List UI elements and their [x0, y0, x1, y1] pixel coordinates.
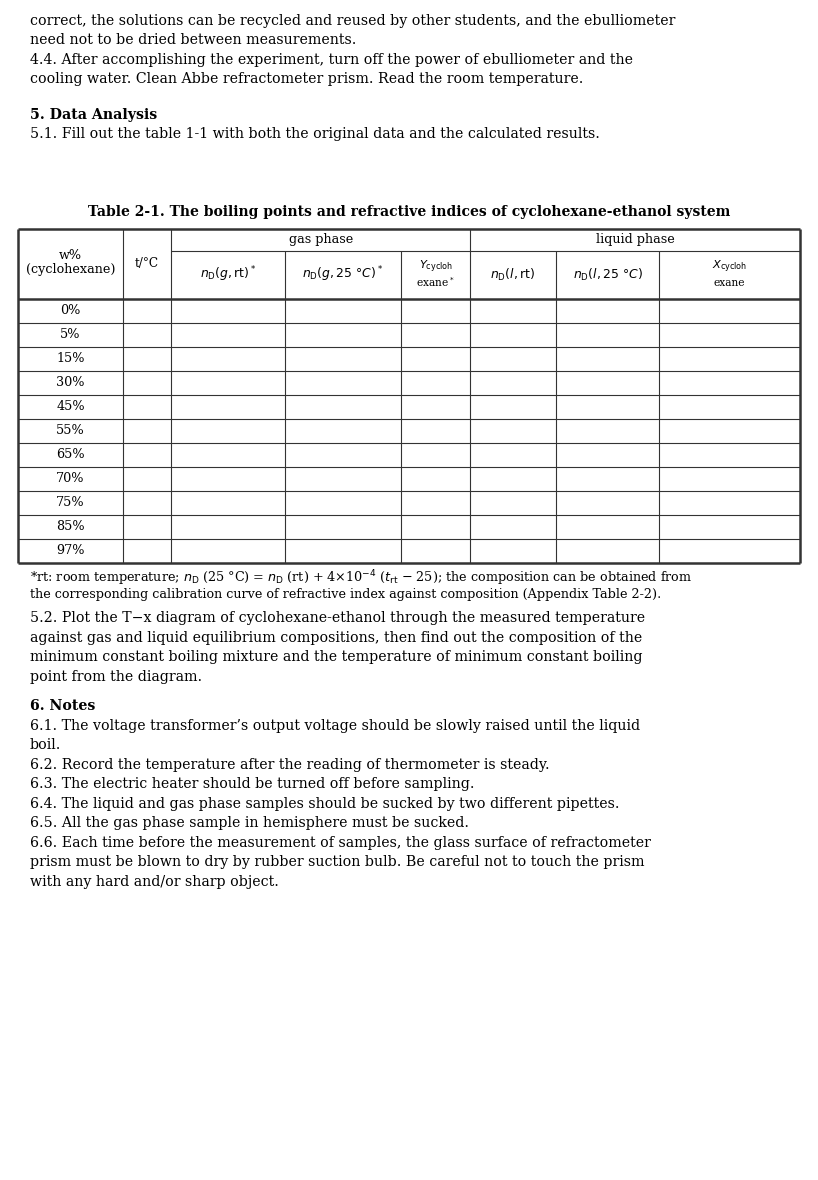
- Text: Table 2-1. The boiling points and refractive indices of cyclohexane-ethanol syst: Table 2-1. The boiling points and refrac…: [88, 205, 730, 219]
- Text: 15%: 15%: [56, 352, 84, 365]
- Text: the corresponding calibration curve of refractive index against composition (App: the corresponding calibration curve of r…: [30, 588, 661, 601]
- Text: 65%: 65%: [56, 448, 85, 461]
- Text: exane: exane: [714, 277, 745, 288]
- Text: 6.2. Record the temperature after the reading of thermometer is steady.: 6.2. Record the temperature after the re…: [30, 758, 550, 772]
- Text: cooling water. Clean Abbe refractometer prism. Read the room temperature.: cooling water. Clean Abbe refractometer …: [30, 72, 583, 86]
- Text: 6.3. The electric heater should be turned off before sampling.: 6.3. The electric heater should be turne…: [30, 778, 474, 791]
- Text: 4.4. After accomplishing the experiment, turn off the power of ebulliometer and : 4.4. After accomplishing the experiment,…: [30, 53, 633, 67]
- Text: liquid phase: liquid phase: [596, 232, 674, 245]
- Text: $Y_{\rm cycloh}$: $Y_{\rm cycloh}$: [419, 258, 452, 275]
- Text: 6.1. The voltage transformer’s output voltage should be slowly raised until the : 6.1. The voltage transformer’s output vo…: [30, 719, 640, 733]
- Text: 6.4. The liquid and gas phase samples should be sucked by two different pipettes: 6.4. The liquid and gas phase samples sh…: [30, 796, 619, 811]
- Text: 45%: 45%: [56, 400, 85, 413]
- Text: 0%: 0%: [61, 304, 81, 317]
- Text: exane$^*$: exane$^*$: [416, 276, 455, 289]
- Text: 6.5. All the gas phase sample in hemisphere must be sucked.: 6.5. All the gas phase sample in hemisph…: [30, 817, 469, 831]
- Text: boil.: boil.: [30, 739, 61, 752]
- Text: 5. Data Analysis: 5. Data Analysis: [30, 107, 157, 122]
- Text: 75%: 75%: [56, 496, 85, 509]
- Text: 30%: 30%: [56, 376, 84, 389]
- Text: $n_{\rm D}(g, {\rm rt})^*$: $n_{\rm D}(g, {\rm rt})^*$: [200, 264, 256, 284]
- Text: 6.6. Each time before the measurement of samples, the glass surface of refractom: 6.6. Each time before the measurement of…: [30, 835, 651, 850]
- Text: $n_{\rm D}(g, 25\ \degree C)^*$: $n_{\rm D}(g, 25\ \degree C)^*$: [303, 264, 384, 284]
- Text: 97%: 97%: [56, 544, 84, 557]
- Text: t/°C: t/°C: [135, 257, 159, 270]
- Text: 70%: 70%: [56, 472, 84, 485]
- Text: prism must be blown to dry by rubber suction bulb. Be careful not to touch the p: prism must be blown to dry by rubber suc…: [30, 856, 645, 870]
- Text: 6. Notes: 6. Notes: [30, 699, 96, 713]
- Text: *rt: room temperature; $n_{\rm D}$ (25 °C) = $n_{\rm D}$ (rt) + 4×10$^{-4}$ ($t_: *rt: room temperature; $n_{\rm D}$ (25 °…: [30, 569, 692, 588]
- Text: 5.1. Fill out the table 1-1 with both the original data and the calculated resul: 5.1. Fill out the table 1-1 with both th…: [30, 127, 600, 142]
- Text: against gas and liquid equilibrium compositions, then find out the composition o: against gas and liquid equilibrium compo…: [30, 631, 642, 645]
- Text: 55%: 55%: [56, 424, 85, 437]
- Text: gas phase: gas phase: [289, 232, 353, 245]
- Text: 85%: 85%: [56, 520, 85, 533]
- Text: w%: w%: [59, 249, 82, 262]
- Text: 5%: 5%: [61, 328, 81, 341]
- Text: (cyclohexane): (cyclohexane): [25, 263, 115, 276]
- Text: $X_{\rm cycloh}$: $X_{\rm cycloh}$: [712, 258, 747, 275]
- Text: $n_{\rm D}(l, {\rm rt})$: $n_{\rm D}(l, {\rm rt})$: [491, 267, 536, 282]
- Text: correct, the solutions can be recycled and reused by other students, and the ebu: correct, the solutions can be recycled a…: [30, 14, 676, 28]
- Text: $n_{\rm D}(l, 25\ \degree C)$: $n_{\rm D}(l, 25\ \degree C)$: [573, 267, 643, 282]
- Text: with any hard and/or sharp object.: with any hard and/or sharp object.: [30, 874, 279, 889]
- Text: minimum constant boiling mixture and the temperature of minimum constant boiling: minimum constant boiling mixture and the…: [30, 650, 642, 664]
- Text: 5.2. Plot the T−x diagram of cyclohexane-ethanol through the measured temperatur: 5.2. Plot the T−x diagram of cyclohexane…: [30, 611, 645, 625]
- Text: point from the diagram.: point from the diagram.: [30, 670, 202, 684]
- Text: need not to be dried between measurements.: need not to be dried between measurement…: [30, 33, 357, 47]
